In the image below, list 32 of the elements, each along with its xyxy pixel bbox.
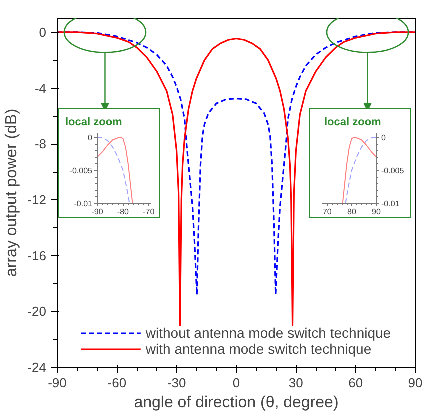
- x-tick-label: 90: [372, 208, 382, 216]
- chart-title: local zoom: [66, 116, 123, 128]
- y-tick-label: -24: [28, 360, 47, 375]
- y-tick-label: -8: [34, 136, 47, 152]
- y2-tick-label: -0.01: [382, 200, 400, 208]
- x-tick-label: 70: [322, 208, 332, 216]
- x-axis-title: angle of direction (θ, degree): [134, 394, 339, 412]
- x-tick-label: 90: [408, 376, 423, 390]
- y-tick-label: -20: [28, 304, 47, 320]
- x-tick-label: -70: [143, 208, 156, 216]
- x-tick-label: -60: [108, 376, 127, 390]
- y-tick-label: 0: [88, 133, 94, 142]
- y-tick-label: 0: [39, 24, 47, 40]
- chart-title: local zoom: [324, 116, 382, 128]
- y-tick-label: -16: [28, 248, 47, 264]
- x-tick-label: 0: [232, 376, 240, 390]
- y-tick-label: -4: [34, 80, 47, 96]
- y2-tick-label: -0.005: [382, 166, 405, 176]
- y-axis-title: array output power (dB): [4, 108, 21, 278]
- y-tick-label: -12: [28, 192, 47, 208]
- x-tick-label: -80: [117, 208, 130, 216]
- y2-tick-label: 0: [382, 133, 386, 142]
- legend-label: with antenna mode switch technique: [146, 341, 372, 357]
- x-tick-label: 60: [348, 376, 364, 390]
- x-tick-label: -90: [92, 208, 104, 216]
- legend-label: without antenna mode switch technique: [146, 325, 392, 341]
- y-tick-label: -0.01: [74, 200, 94, 208]
- x-tick-label: -30: [167, 376, 186, 390]
- y-tick-label: -0.005: [70, 166, 94, 176]
- x-tick-label: 30: [288, 376, 304, 390]
- x-tick-label: 80: [348, 208, 357, 216]
- x-tick-label: -90: [48, 376, 67, 390]
